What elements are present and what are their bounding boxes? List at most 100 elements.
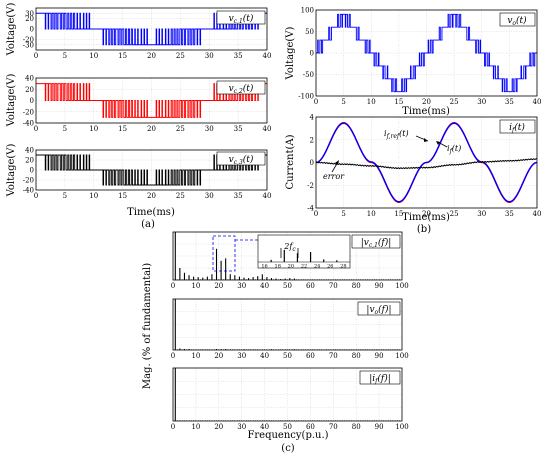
x-tick-label: 5: [341, 98, 345, 106]
x-tick-label: 35: [234, 125, 243, 133]
y-tick-label: 0: [30, 26, 34, 34]
x-tick-label: 40: [533, 98, 542, 106]
y-tick-label: -40: [23, 120, 34, 128]
x-tick-label: 20: [214, 282, 223, 290]
inset-tick-label: 26: [327, 264, 333, 270]
x-tick-label: 70: [329, 282, 338, 290]
x-tick-label: 0: [314, 210, 318, 218]
x-tick-label: 70: [329, 352, 338, 360]
y-tick-label: -2: [307, 182, 314, 190]
ylabel-spec: Mag. (% of fundamental): [142, 263, 153, 389]
x-tick-label: 80: [352, 423, 361, 431]
x-tick-label: 90: [375, 352, 384, 360]
x-tick-label: 5: [63, 192, 67, 200]
zoom-inset: 16 18 20 22 24 26 28 2fc: [212, 234, 351, 272]
x-tick-label: 60: [306, 423, 315, 431]
x-tick-label: 35: [234, 192, 243, 200]
series-vo-0: [316, 13, 537, 93]
x-tick-label: 60: [306, 282, 315, 290]
x-tick-label: 50: [283, 282, 292, 290]
x-tick-label: 5: [63, 52, 67, 60]
svg-text:error: error: [323, 172, 345, 181]
panel-vo: 0 5 10 15 20 25 30 35 40 100 50 0 -50 -100 Voltage(V)…: [285, 7, 541, 118]
legend-if-text: if(t): [509, 122, 525, 134]
x-tick-label: 25: [450, 210, 459, 218]
x-tick-label: 0: [314, 98, 318, 106]
x-tick-label: 40: [263, 52, 272, 60]
inset-tick-label: 28: [340, 264, 346, 270]
x-tick-label: 10: [191, 423, 200, 431]
caption-a: (a): [141, 219, 155, 230]
x-tick-label: 25: [450, 98, 459, 106]
x-tick-label: 10: [367, 98, 376, 106]
legend-vo-text: vo(t): [507, 15, 527, 27]
x-tick-label: 35: [505, 98, 514, 106]
x-tick-label: 25: [176, 52, 185, 60]
x-tick-label: 15: [118, 52, 127, 60]
legend-spec2: |vo(f)|: [357, 301, 401, 316]
x-tick-label: 5: [63, 125, 67, 133]
xlabel-vo: Time(ms): [402, 106, 450, 117]
y-tick-label: -4: [307, 205, 314, 213]
ylabel-vo: Voltage(V): [285, 26, 296, 80]
x-tick-label: 10: [191, 352, 200, 360]
y-tick-label: 30: [25, 10, 34, 18]
y-tick-label: 100: [301, 7, 314, 15]
x-tick-label: 100: [395, 282, 408, 290]
x-tick-label: 15: [394, 210, 403, 218]
x-tick-label: 40: [260, 352, 269, 360]
x-tick-label: 80: [352, 352, 361, 360]
ylabel-vc1: Voltage(V): [6, 2, 17, 56]
y-tick-label: -20: [23, 36, 34, 44]
x-tick-label: 20: [147, 52, 156, 60]
x-tick-label: 60: [306, 352, 315, 360]
annotation-if: if(t): [436, 141, 461, 155]
y-tick-label: -30: [23, 41, 34, 49]
x-tick-label: 20: [422, 98, 431, 106]
x-tick-label: 10: [191, 282, 200, 290]
x-tick-label: 40: [260, 423, 269, 431]
x-tick-label: 40: [263, 192, 272, 200]
y-tick-label: 20: [25, 15, 34, 23]
x-tick-label: 100: [395, 423, 408, 431]
x-tick-label: 15: [118, 125, 127, 133]
x-tick-label: 10: [89, 52, 98, 60]
svg-text:if(t): if(t): [447, 144, 461, 155]
ylabel-vc3: Voltage(V): [6, 143, 17, 197]
panel-spec3: 0 10 20 30 40 50 60 70 80 90 100 Frequency(p.u.) |…: [171, 367, 409, 441]
annotation-error: error: [323, 160, 345, 181]
x-tick-label: 35: [505, 210, 514, 218]
x-tick-label: 0: [34, 52, 38, 60]
x-tick-label: 40: [533, 210, 542, 218]
x-tick-label: 20: [147, 192, 156, 200]
inset-tick-label: 20: [288, 264, 294, 270]
x-tick-label: 30: [205, 192, 214, 200]
x-tick-label: 0: [171, 352, 175, 360]
x-tick-label: 25: [176, 125, 185, 133]
y-tick-label: 40: [25, 75, 34, 83]
inset-tick-label: 16: [261, 264, 267, 270]
y-tick-label: 50: [305, 28, 314, 36]
series-vc3-0: [36, 154, 267, 186]
x-tick-label: 30: [477, 210, 486, 218]
xlabel-if: Time(ms): [402, 212, 450, 223]
panel-spec1: 0 10 20 30 40 50 60 70 80 90 100 |vc,1(f)| 16 18 20 2…: [171, 231, 409, 290]
x-tick-label: 30: [237, 352, 246, 360]
x-tick-label: 20: [147, 125, 156, 133]
x-tick-label: 35: [234, 52, 243, 60]
legend-vc3: vc,3(t): [216, 151, 266, 166]
x-tick-label: 50: [283, 423, 292, 431]
y-tick-label: 0: [310, 159, 314, 167]
x-tick-label: 100: [395, 352, 408, 360]
y-tick-label: 20: [25, 86, 34, 94]
y-tick-label: -20: [23, 177, 34, 185]
xlabel-spec3: Frequency(p.u.): [247, 430, 328, 441]
x-tick-label: 0: [34, 125, 38, 133]
caption-c: (c): [281, 443, 295, 454]
x-tick-label: 20: [422, 210, 431, 218]
y-tick-label: -40: [23, 187, 34, 195]
caption-b: (b): [417, 224, 431, 235]
x-tick-label: 20: [214, 352, 223, 360]
inset-tick-label: 22: [301, 264, 307, 270]
